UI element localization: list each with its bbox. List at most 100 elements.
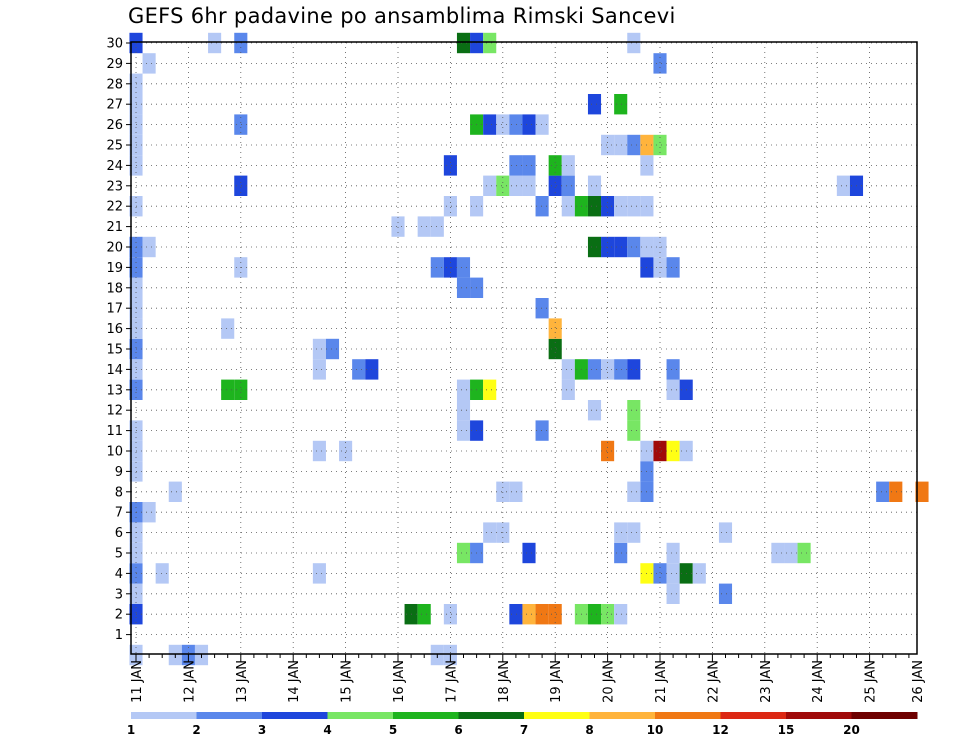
heatmap-cell — [509, 481, 523, 502]
heatmap-cell — [142, 502, 156, 523]
heatmap-cell — [456, 400, 471, 421]
heatmap-cell — [548, 338, 562, 360]
legend-label: 7 — [520, 723, 528, 737]
heatmap-cell — [627, 522, 641, 543]
heatmap-cell — [443, 604, 457, 625]
heatmap-cell — [587, 604, 602, 625]
heatmap-cell — [483, 379, 497, 400]
heatmap-cell — [509, 604, 523, 625]
legend-label: 15 — [778, 723, 795, 737]
x-tick-label: 14 JAN — [287, 660, 302, 703]
heatmap-cell — [456, 542, 471, 564]
heatmap-cell — [456, 277, 471, 298]
x-tick-label: 22 JAN — [706, 660, 721, 703]
heatmap-cell — [325, 338, 340, 360]
heatmap-cell — [771, 542, 785, 564]
legend-label: 12 — [712, 723, 729, 737]
legend-label: 5 — [389, 723, 397, 737]
y-tick-label: 14 — [106, 363, 123, 378]
heatmap-cell — [876, 481, 890, 502]
heatmap-cell — [561, 155, 575, 176]
heatmap-cell — [797, 542, 811, 564]
x-tick-label: 15 JAN — [340, 660, 355, 703]
heatmap-cell — [312, 563, 326, 584]
heatmap-cell — [417, 216, 431, 237]
y-tick-label: 10 — [106, 445, 123, 460]
heatmap-cell — [548, 175, 562, 196]
y-tick-label: 15 — [106, 343, 123, 358]
heatmap-cell — [627, 32, 641, 54]
heatmap-cell — [561, 359, 575, 380]
heatmap-cell — [509, 155, 523, 176]
heatmap-cell — [391, 216, 405, 237]
heatmap-cell — [627, 236, 641, 258]
heatmap-cell — [339, 440, 353, 462]
heatmap-cell — [548, 155, 562, 176]
legend-swatch — [524, 712, 590, 719]
legend-label: 6 — [454, 723, 462, 737]
legend-label: 4 — [323, 723, 331, 737]
heatmap-cell — [142, 53, 156, 74]
heatmap-cell — [561, 379, 575, 400]
heatmap-cell — [587, 175, 602, 196]
heatmap-cell — [496, 481, 510, 502]
plot-frame — [130, 41, 918, 655]
heatmap-cell — [509, 175, 523, 196]
heatmap-cell — [522, 175, 536, 196]
y-tick-label: 25 — [106, 139, 123, 154]
heatmap-cell — [312, 338, 326, 360]
heatmap-cell — [535, 196, 549, 217]
heatmap-cell — [627, 400, 641, 421]
heatmap-cell — [352, 359, 366, 380]
heatmap-cell — [666, 359, 680, 380]
heatmap-cell — [601, 359, 615, 380]
heatmap-cell — [483, 32, 497, 54]
heatmap-cell — [522, 114, 536, 135]
heatmap-cell — [522, 542, 536, 564]
x-tick-label: 19 JAN — [549, 660, 564, 703]
heatmap-cell — [666, 379, 680, 400]
heatmap-cell — [614, 236, 628, 258]
heatmap-cell — [496, 175, 510, 196]
legend-swatch — [589, 712, 656, 719]
heatmap-cell — [627, 481, 641, 502]
color-legend: 1 2 3 4 5 6 7 8 10 12 15 20 — [127, 712, 918, 737]
heatmap-cell — [601, 440, 615, 462]
heatmap-cell — [142, 236, 156, 258]
heatmap-cell — [221, 379, 235, 400]
heatmap-cell — [587, 359, 602, 380]
legend-label: 3 — [258, 723, 266, 737]
heatmap-cell — [614, 604, 628, 625]
x-tick-label: 17 JAN — [444, 660, 459, 703]
x-tick-label: 24 JAN — [811, 660, 826, 703]
heatmap-cell — [430, 257, 444, 278]
heatmap-cell — [627, 359, 641, 380]
y-axis-ticks: 1234567891011121314151617181920212223242… — [106, 37, 131, 643]
heatmap-cell — [208, 32, 222, 54]
legend-label: 20 — [843, 723, 860, 737]
heatmap-cell — [718, 583, 733, 604]
heatmap-cell — [653, 440, 667, 462]
y-tick-label: 12 — [106, 404, 123, 419]
y-tick-label: 17 — [106, 302, 123, 317]
heatmap-cell — [234, 379, 248, 400]
heatmap-cell — [653, 53, 667, 74]
heatmap-cell — [601, 604, 615, 625]
heatmap-cell — [430, 216, 444, 237]
x-tick-label: 20 JAN — [602, 660, 617, 703]
heatmap-cell — [666, 257, 680, 278]
heatmap-cell — [234, 175, 248, 196]
heatmap-cell — [548, 604, 562, 625]
y-tick-label: 8 — [115, 485, 123, 500]
heatmap-cell — [155, 563, 169, 584]
heatmap-cell — [614, 542, 628, 564]
x-tick-label: 16 JAN — [392, 660, 407, 703]
y-tick-label: 22 — [106, 200, 123, 215]
x-tick-label: 26 JAN — [911, 660, 926, 703]
heatmap-cell — [666, 440, 680, 462]
x-tick-label: 13 JAN — [235, 660, 250, 703]
y-tick-label: 1 — [115, 628, 123, 643]
y-tick-label: 4 — [115, 567, 123, 582]
legend-swatch — [851, 712, 918, 719]
